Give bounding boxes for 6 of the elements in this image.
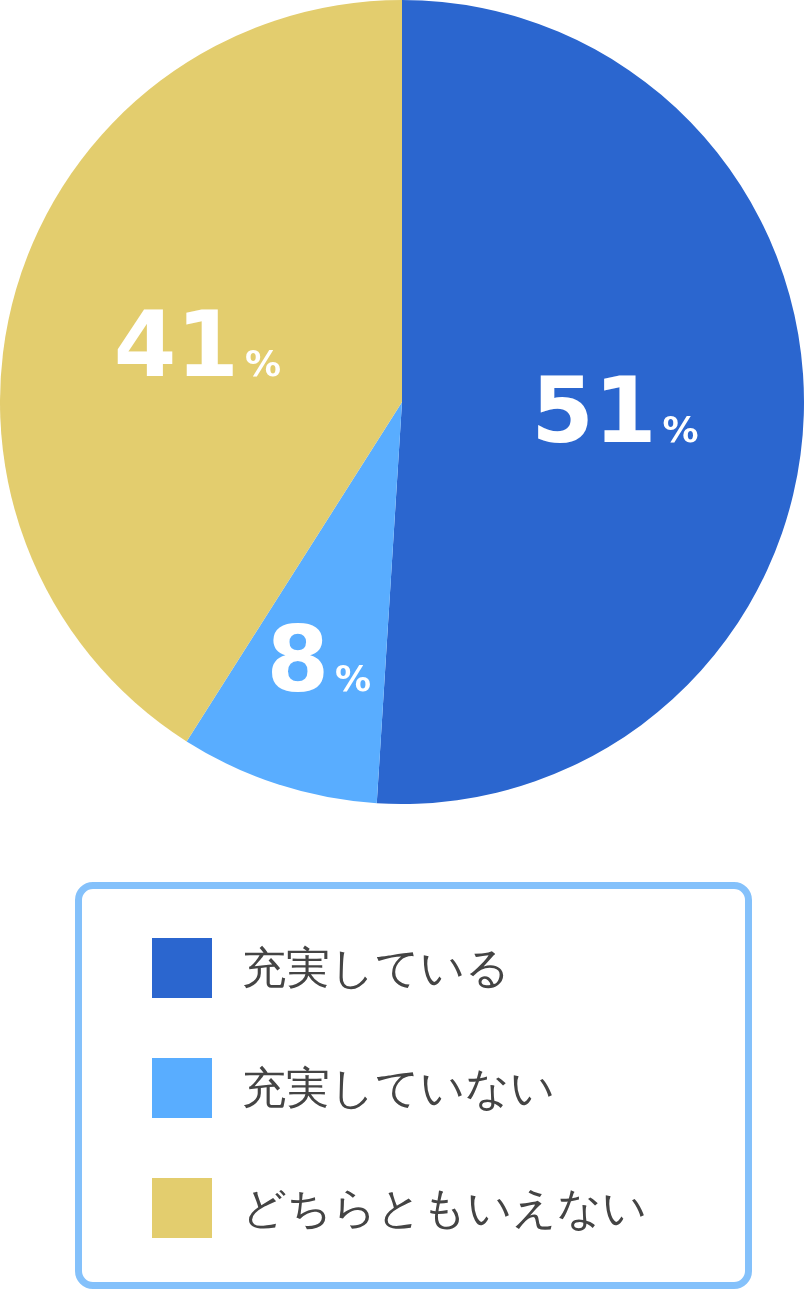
legend-label: 充実していない	[242, 1061, 555, 1115]
data-label: 8%	[266, 607, 372, 713]
legend-label: 充実している	[242, 941, 510, 995]
legend-label: どちらともいえない	[242, 1181, 647, 1235]
data-label: 51%	[531, 357, 699, 463]
data-label: 41%	[113, 291, 282, 397]
